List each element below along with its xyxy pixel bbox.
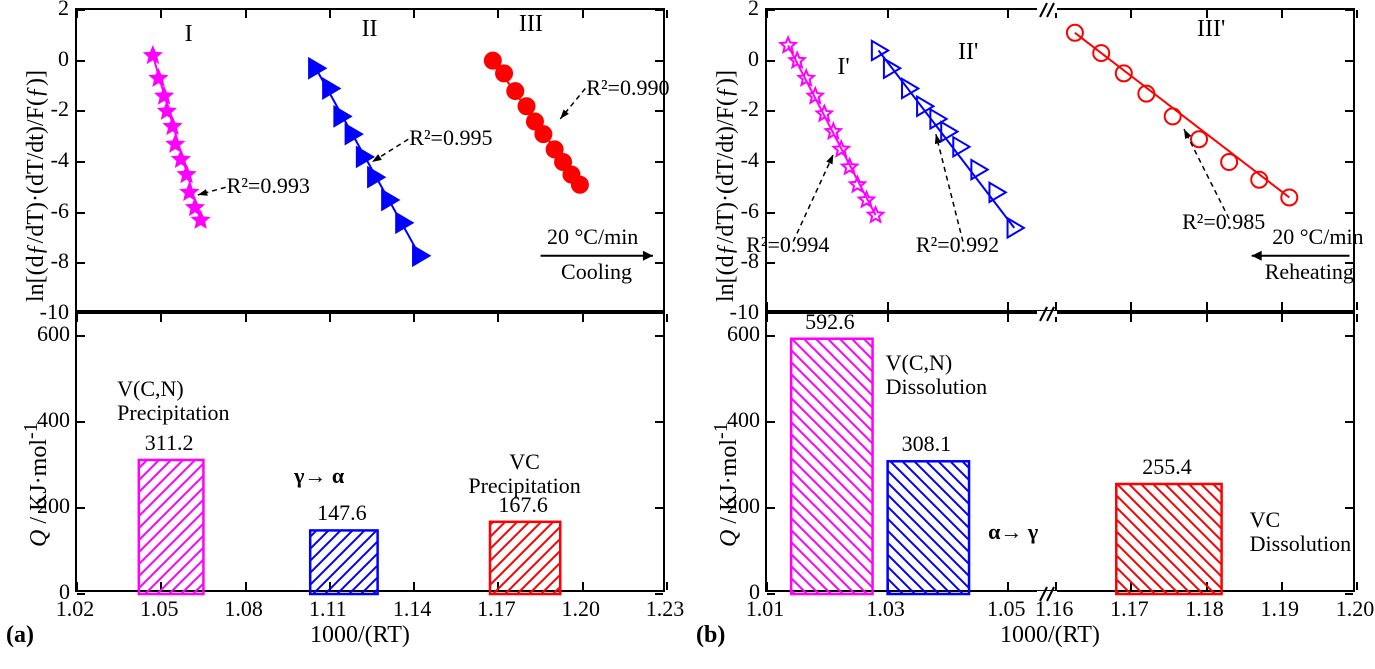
xtick-label: 1.03 [861, 596, 911, 622]
xtick-label: 1.05 [981, 596, 1031, 622]
bar-value: 311.2 [139, 430, 199, 456]
xtick-label: 1.01 [740, 596, 790, 622]
xtick-label: 1.18 [1180, 596, 1230, 622]
r2-annotation: R²=0.994 [746, 232, 829, 258]
xtick-label: 1.14 [387, 596, 437, 622]
r2-annotation: R²=0.990 [586, 75, 669, 101]
r2-annotation: R²=0.995 [409, 125, 492, 151]
r2-annotation: R²=0.992 [916, 232, 999, 258]
ytick-label: 2 [717, 0, 759, 21]
series-label-Ip: I' [837, 54, 849, 81]
xtick-label: 1.19 [1255, 596, 1305, 622]
bar-label-gamma-alpha: γ→ α [294, 463, 344, 489]
rate-anno-b2: Reheating [1265, 259, 1354, 285]
r2-annotation: R²=0.985 [1182, 209, 1265, 235]
y-axis-label-a-lower: Q / KJ·mol-1 [20, 422, 53, 547]
panel-letter-a: (a) [6, 622, 34, 649]
ytick-label: 600 [710, 321, 760, 347]
series-label-III: III [519, 11, 543, 38]
series-label-IIp: II' [958, 39, 978, 66]
bar-value: 255.4 [1137, 454, 1197, 480]
bar-value: 592.6 [800, 309, 860, 335]
series-label-I: I [185, 21, 193, 48]
bar-label-vcprec: VCPrecipitation [468, 450, 580, 498]
figure-root: -10-8-6-4-20202004006001.021.051.081.111… [0, 0, 1375, 669]
xtick-label: 1.02 [50, 596, 100, 622]
bar-label-vcn-diss: V(C,N)Dissolution [886, 351, 987, 399]
r2-annotation: R²=0.993 [227, 173, 310, 199]
xtick-label: 1.08 [219, 596, 269, 622]
y-axis-label-b-upper: ln[(dƒ/dT)·(dT/dt)/F(ƒ)] [713, 70, 740, 302]
rate-anno-a2: Cooling [561, 259, 632, 285]
xtick-label: 1.20 [556, 596, 606, 622]
xtick-label: 1.11 [303, 596, 353, 622]
ytick-label: 2 [27, 0, 69, 21]
bar-value: 308.1 [896, 431, 956, 457]
bar-label-alpha-gamma: α→ γ [988, 519, 1038, 545]
x-axis-label-a: 1000/(RT) [310, 622, 410, 649]
xtick-label: 1.20 [1330, 596, 1375, 622]
ytick-label: 0 [27, 46, 69, 72]
rate-anno-a: 20 °C/min [547, 224, 638, 250]
series-label-II: II [362, 16, 378, 43]
ytick-label: 0 [717, 46, 759, 72]
y-axis-label-a-upper: ln[(dƒ/dT)·(dT/dt)/F(ƒ)] [23, 70, 50, 302]
xtick-label: 1.16 [1029, 596, 1079, 622]
y-axis-label-b-lower: Q / KJ·mol-1 [710, 422, 743, 547]
panel-letter-b: (b) [696, 622, 725, 649]
x-axis-label-b: 1000/(RT) [1000, 622, 1100, 649]
xtick-label: 1.05 [134, 596, 184, 622]
xtick-label: 1.23 [640, 596, 690, 622]
ytick-label: 600 [20, 321, 70, 347]
bar-label-vcp: V(C,N)Precipitation [117, 377, 229, 425]
xtick-label: 1.17 [471, 596, 521, 622]
bar-value: 147.6 [312, 500, 372, 526]
xtick-label: 1.17 [1104, 596, 1154, 622]
rate-anno-b: 20 °C/min [1272, 224, 1363, 250]
series-label-IIIp: III' [1197, 16, 1225, 43]
bar-label-vc-diss: VCDissolution [1250, 508, 1351, 556]
